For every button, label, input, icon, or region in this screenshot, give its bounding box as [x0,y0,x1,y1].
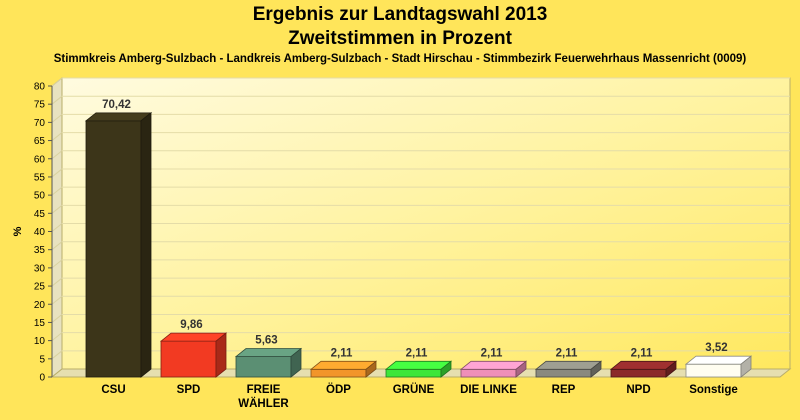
x-tick-label: NPD [626,384,650,396]
bar-grüne [384,360,453,378]
gridline-side [51,241,63,251]
x-tick-label: FREIE WÄHLER [238,384,289,410]
y-tick-label: 80 [34,82,46,93]
gridline-side [51,204,63,214]
x-tick-label: DIE LINKE [460,384,517,396]
y-tick-label: 70 [34,118,46,129]
y-tick-label: 55 [34,172,46,183]
gridline-side [51,132,63,141]
y-tick-label: 5 [39,354,45,365]
bar-side [290,347,302,378]
chart-title: Ergebnis zur Landtagswahl 2013 [252,4,548,25]
y-tick-label: 25 [34,282,46,293]
bar-side [365,360,377,378]
x-tick-label: CSU [101,384,125,396]
chart-subtitle: Stimmkreis Amberg-Sulzbach - Landkreis A… [53,53,747,65]
y-tick-label: 35 [34,245,46,256]
bar-top [609,360,678,370]
bar-die-linke [459,360,528,378]
y-tick-label: 0 [39,373,45,384]
y-tick-label: 20 [34,300,46,311]
y-tick-label: 30 [34,263,46,274]
y-tick-label: 15 [34,318,46,329]
bar-top [159,332,228,342]
gridline-side [51,295,63,305]
bar-side [215,332,227,378]
bar-front [235,356,292,378]
bar-spd [159,332,228,378]
gridline-side [51,77,63,87]
bar-sonstige [684,355,753,378]
gridline-side [51,314,63,323]
x-tick-label: REP [552,384,576,396]
bar-top [234,348,303,357]
gridline-side [51,277,63,287]
bar-side [740,355,752,378]
bar-csu [84,112,153,378]
bar-freie-wähler [234,347,303,378]
y-tick-label: 45 [34,209,46,220]
data-label: 2,11 [556,347,578,359]
bar-front [160,340,217,378]
data-label: 9,86 [180,319,202,331]
bar-top [384,360,453,370]
data-label: 2,11 [406,347,428,359]
bar-side [440,360,452,378]
bar-top [684,355,753,365]
gridline-side [51,168,63,178]
y-tick-label: 40 [34,227,46,238]
bar-front [460,368,517,378]
x-tick-label: Sonstige [689,384,738,396]
gridline-side [51,150,63,160]
data-label: 2,11 [331,347,353,359]
x-tick-label: ÖDP [326,383,351,396]
y-tick-label: 50 [34,191,46,202]
gridline-side [51,186,63,196]
y-tick-label: 10 [34,336,46,347]
data-label: 2,11 [631,347,653,359]
data-label: 3,52 [705,342,727,354]
bar-top [459,360,528,370]
bar-front [385,368,442,378]
bar-side [140,112,152,378]
bar-side [665,360,677,378]
gridline-side [51,259,63,269]
gridline-side [51,350,63,360]
y-tick-label: 60 [34,154,46,165]
bar-ödp [309,360,378,378]
data-label: 5,63 [255,335,277,347]
bar-top [309,360,378,370]
gridline-side [51,332,63,342]
data-label: 70,42 [102,99,131,111]
chart-title-line2: Zweitstimmen in Prozent [288,28,512,49]
gridline-side [51,95,63,105]
data-label: 2,11 [481,347,503,359]
gridline-side [51,223,63,232]
bar-side [515,360,527,378]
y-axis-label: % [12,226,24,236]
bar-front [535,368,592,378]
x-tick-label: GRÜNE [393,383,435,396]
x-tick-label: SPD [177,384,201,396]
y-tick-label: 65 [34,136,46,147]
gridline-side [51,113,63,123]
bar-rep [534,360,603,378]
bar-front [610,368,667,378]
bar-side [590,360,602,378]
bar-front [310,368,367,378]
bar-top [534,360,603,370]
y-tick-label: 75 [34,100,46,111]
bar-front [85,120,142,378]
bar-front [685,363,742,378]
bar-top [84,112,153,122]
bar-npd [609,360,678,378]
